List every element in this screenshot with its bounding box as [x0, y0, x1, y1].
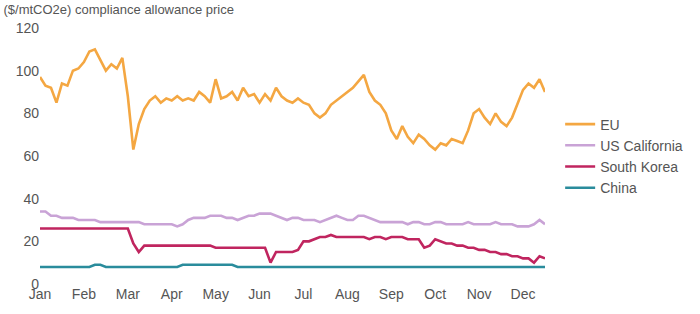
svg-text:Sep: Sep	[379, 286, 404, 302]
svg-text:Aug: Aug	[335, 286, 360, 302]
svg-text:Nov: Nov	[467, 286, 492, 302]
svg-text:EU: EU	[600, 117, 619, 133]
svg-text:0: 0	[31, 276, 39, 292]
svg-text:Jan: Jan	[29, 286, 52, 302]
svg-text:100: 100	[16, 63, 40, 79]
svg-text:Jun: Jun	[248, 286, 271, 302]
svg-text:120: 120	[16, 20, 40, 36]
svg-text:Mar: Mar	[116, 286, 140, 302]
svg-text:Apr: Apr	[161, 286, 183, 302]
svg-text:Oct: Oct	[424, 286, 446, 302]
svg-text:Jul: Jul	[295, 286, 313, 302]
svg-text:US California: US California	[600, 138, 683, 154]
svg-text:China: China	[600, 180, 637, 196]
svg-text:South Korea: South Korea	[600, 159, 678, 175]
svg-text:Dec: Dec	[511, 286, 536, 302]
svg-text:80: 80	[23, 105, 39, 121]
svg-text:Feb: Feb	[72, 286, 96, 302]
svg-text:60: 60	[23, 148, 39, 164]
svg-text:20: 20	[23, 233, 39, 249]
svg-text:($/mtCO2e) compliance allowanc: ($/mtCO2e) compliance allowance price	[4, 2, 234, 17]
svg-text:40: 40	[23, 191, 39, 207]
svg-text:May: May	[202, 286, 228, 302]
